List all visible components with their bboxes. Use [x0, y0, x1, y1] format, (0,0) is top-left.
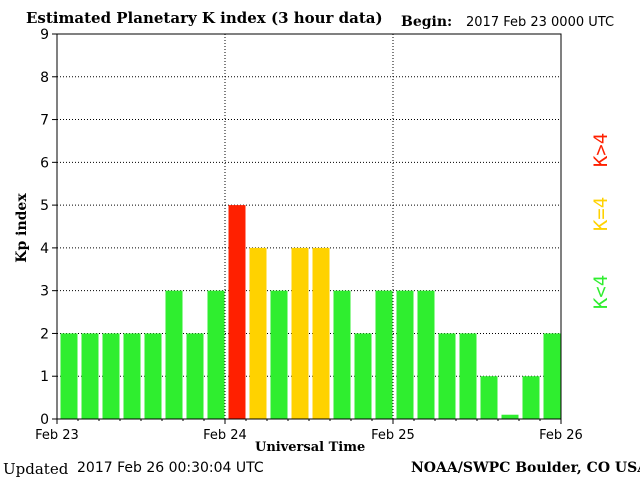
y-tick-label: 9 — [40, 27, 49, 43]
kp-bar — [102, 333, 120, 419]
kp-bar — [144, 333, 162, 419]
kp-bar — [417, 290, 435, 419]
x-tick-label: Feb 24 — [203, 428, 247, 443]
kp-bar — [480, 376, 498, 419]
kp-bar — [81, 333, 99, 419]
y-tick-label: 6 — [40, 155, 49, 171]
kp-bar — [438, 333, 456, 419]
kp-bar — [270, 290, 288, 419]
source-credit: NOAA/SWPC Boulder, CO USA — [411, 460, 640, 476]
kp-bar — [60, 333, 78, 419]
updated-label: Updated — [3, 460, 69, 478]
kp-bar — [354, 333, 372, 419]
legend-above4: K>4 — [590, 132, 612, 168]
y-tick-label: 3 — [40, 284, 49, 300]
y-tick-label: 0 — [40, 412, 49, 428]
gridlines — [57, 34, 561, 419]
tick-labels: 0 1 2 3 4 5 6 7 8 9 Feb 23 Feb 24 Feb 25 Feb 26 — [35, 27, 583, 443]
kp-bar — [291, 247, 309, 419]
kp-bar — [375, 290, 393, 419]
kp-bar — [333, 290, 351, 419]
kp-bar — [228, 205, 246, 419]
kp-bar — [207, 290, 225, 419]
y-tick-label: 4 — [40, 241, 49, 257]
tick-marks — [52, 33, 562, 424]
kp-bar — [522, 376, 540, 419]
kp-bar — [501, 414, 519, 419]
chart-title: Estimated Planetary K index (3 hour data… — [26, 9, 383, 27]
begin-value: 2017 Feb 23 0000 UTC — [466, 15, 615, 30]
begin-label: Begin: — [401, 14, 453, 30]
kp-bar — [186, 333, 204, 419]
y-tick-label: 7 — [40, 113, 49, 129]
kp-bar — [165, 290, 183, 419]
y-tick-label: 5 — [40, 198, 49, 214]
kp-bar — [543, 333, 561, 419]
kp-bars — [60, 205, 561, 419]
x-axis-title: Universal Time — [255, 440, 366, 455]
legend-equal4: K=4 — [590, 196, 612, 232]
kp-bar — [123, 333, 141, 419]
y-tick-label: 8 — [40, 70, 49, 86]
x-tick-label: Feb 26 — [539, 428, 583, 443]
x-tick-label: Feb 23 — [35, 428, 79, 443]
kp-bar — [249, 247, 267, 419]
x-tick-label: Feb 25 — [371, 428, 415, 443]
kp-bar — [459, 333, 477, 419]
updated-value: 2017 Feb 26 00:30:04 UTC — [77, 460, 264, 476]
kp-bar — [312, 247, 330, 419]
kp-bar — [396, 290, 414, 419]
y-tick-label: 2 — [40, 326, 49, 342]
legend-below4: K<4 — [590, 274, 612, 310]
y-tick-label: 1 — [40, 369, 49, 385]
y-axis-title: Kp index — [14, 193, 30, 263]
